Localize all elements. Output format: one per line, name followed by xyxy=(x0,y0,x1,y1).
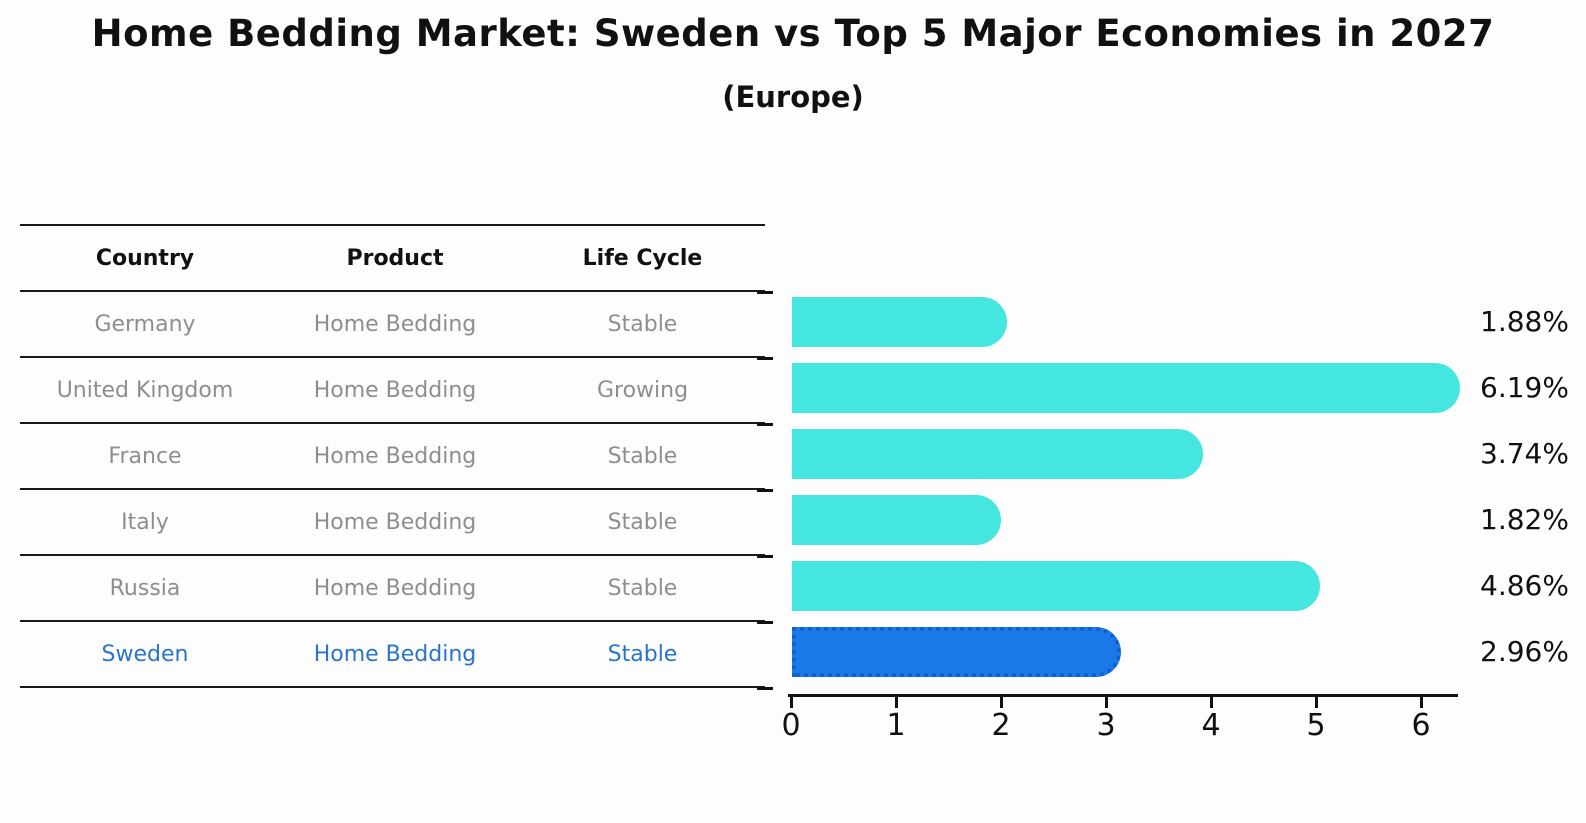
table-cell: Germany xyxy=(94,311,196,337)
bar-value-label: 3.74% xyxy=(1480,437,1569,470)
x-tick xyxy=(790,697,793,708)
table-row: Germany Home Bedding Stable xyxy=(20,292,765,358)
chart-title: Home Bedding Market: Sweden vs Top 5 Maj… xyxy=(91,12,1495,55)
bar-highlight xyxy=(792,627,1121,677)
x-tick xyxy=(1105,697,1108,708)
y-tick xyxy=(757,489,773,492)
table-cell: Stable xyxy=(607,509,678,535)
y-tick xyxy=(757,357,773,360)
table-cell: France xyxy=(108,443,182,469)
bar-value-label: 4.86% xyxy=(1480,569,1569,602)
table-row: Russia Home Bedding Stable xyxy=(20,556,765,622)
x-tick-label: 3 xyxy=(1096,708,1116,743)
x-tick-label: 1 xyxy=(886,708,906,743)
table-cell: Home Bedding xyxy=(313,377,477,403)
y-tick xyxy=(757,621,773,624)
table-cell: Russia xyxy=(109,575,181,601)
table-cell: Sweden xyxy=(101,641,189,667)
bar-value-label: 1.88% xyxy=(1480,305,1569,338)
x-tick xyxy=(1000,697,1003,708)
table-cell: Stable xyxy=(607,311,678,337)
table-cell: Home Bedding xyxy=(313,575,477,601)
table-cell: Stable xyxy=(607,641,678,667)
table-cell: United Kingdom xyxy=(56,377,234,403)
table-cell: Home Bedding xyxy=(313,443,477,469)
bar-value-label: 2.96% xyxy=(1480,635,1569,668)
x-tick xyxy=(1210,697,1213,708)
x-tick xyxy=(895,697,898,708)
table-cell: Stable xyxy=(607,443,678,469)
x-axis-line xyxy=(788,694,1458,697)
y-tick xyxy=(757,291,773,294)
table-cell: Home Bedding xyxy=(313,311,477,337)
y-tick xyxy=(757,555,773,558)
table-cell: Home Bedding xyxy=(313,509,477,535)
bar xyxy=(792,363,1460,413)
table-cell: Stable xyxy=(607,575,678,601)
bar xyxy=(792,561,1320,611)
x-tick xyxy=(1420,697,1423,708)
bar-value-label: 1.82% xyxy=(1480,503,1569,536)
bar xyxy=(792,297,1007,347)
table-body: Germany Home Bedding Stable United Kingdom H… xyxy=(20,292,765,688)
x-tick-label: 4 xyxy=(1201,708,1221,743)
y-tick xyxy=(757,423,773,426)
table-header-country: Country xyxy=(95,245,195,271)
table-row: United Kingdom Home Bedding Growing xyxy=(20,358,765,424)
x-tick-label: 5 xyxy=(1306,708,1326,743)
table-cell: Home Bedding xyxy=(313,641,477,667)
country-table: Country Product Life Cycle Germany Home B… xyxy=(20,224,765,688)
table-row: Italy Home Bedding Stable xyxy=(20,490,765,556)
bar-value-label: 6.19% xyxy=(1480,371,1569,404)
table-header-product: Product xyxy=(346,245,444,271)
table-cell: Growing xyxy=(596,377,689,403)
table-header-row: Country Product Life Cycle xyxy=(20,224,765,292)
x-tick-label: 0 xyxy=(781,708,801,743)
table-row: France Home Bedding Stable xyxy=(20,424,765,490)
table-row: Sweden Home Bedding Stable xyxy=(20,622,765,688)
table-cell: Italy xyxy=(121,509,169,535)
x-tick-label: 6 xyxy=(1411,708,1431,743)
bar xyxy=(792,495,1001,545)
bar xyxy=(792,429,1203,479)
x-tick xyxy=(1315,697,1318,708)
y-tick xyxy=(757,687,773,690)
table-header-lifecycle: Life Cycle xyxy=(582,245,703,271)
chart-subtitle: (Europe) xyxy=(722,80,864,114)
x-tick-label: 2 xyxy=(991,708,1011,743)
